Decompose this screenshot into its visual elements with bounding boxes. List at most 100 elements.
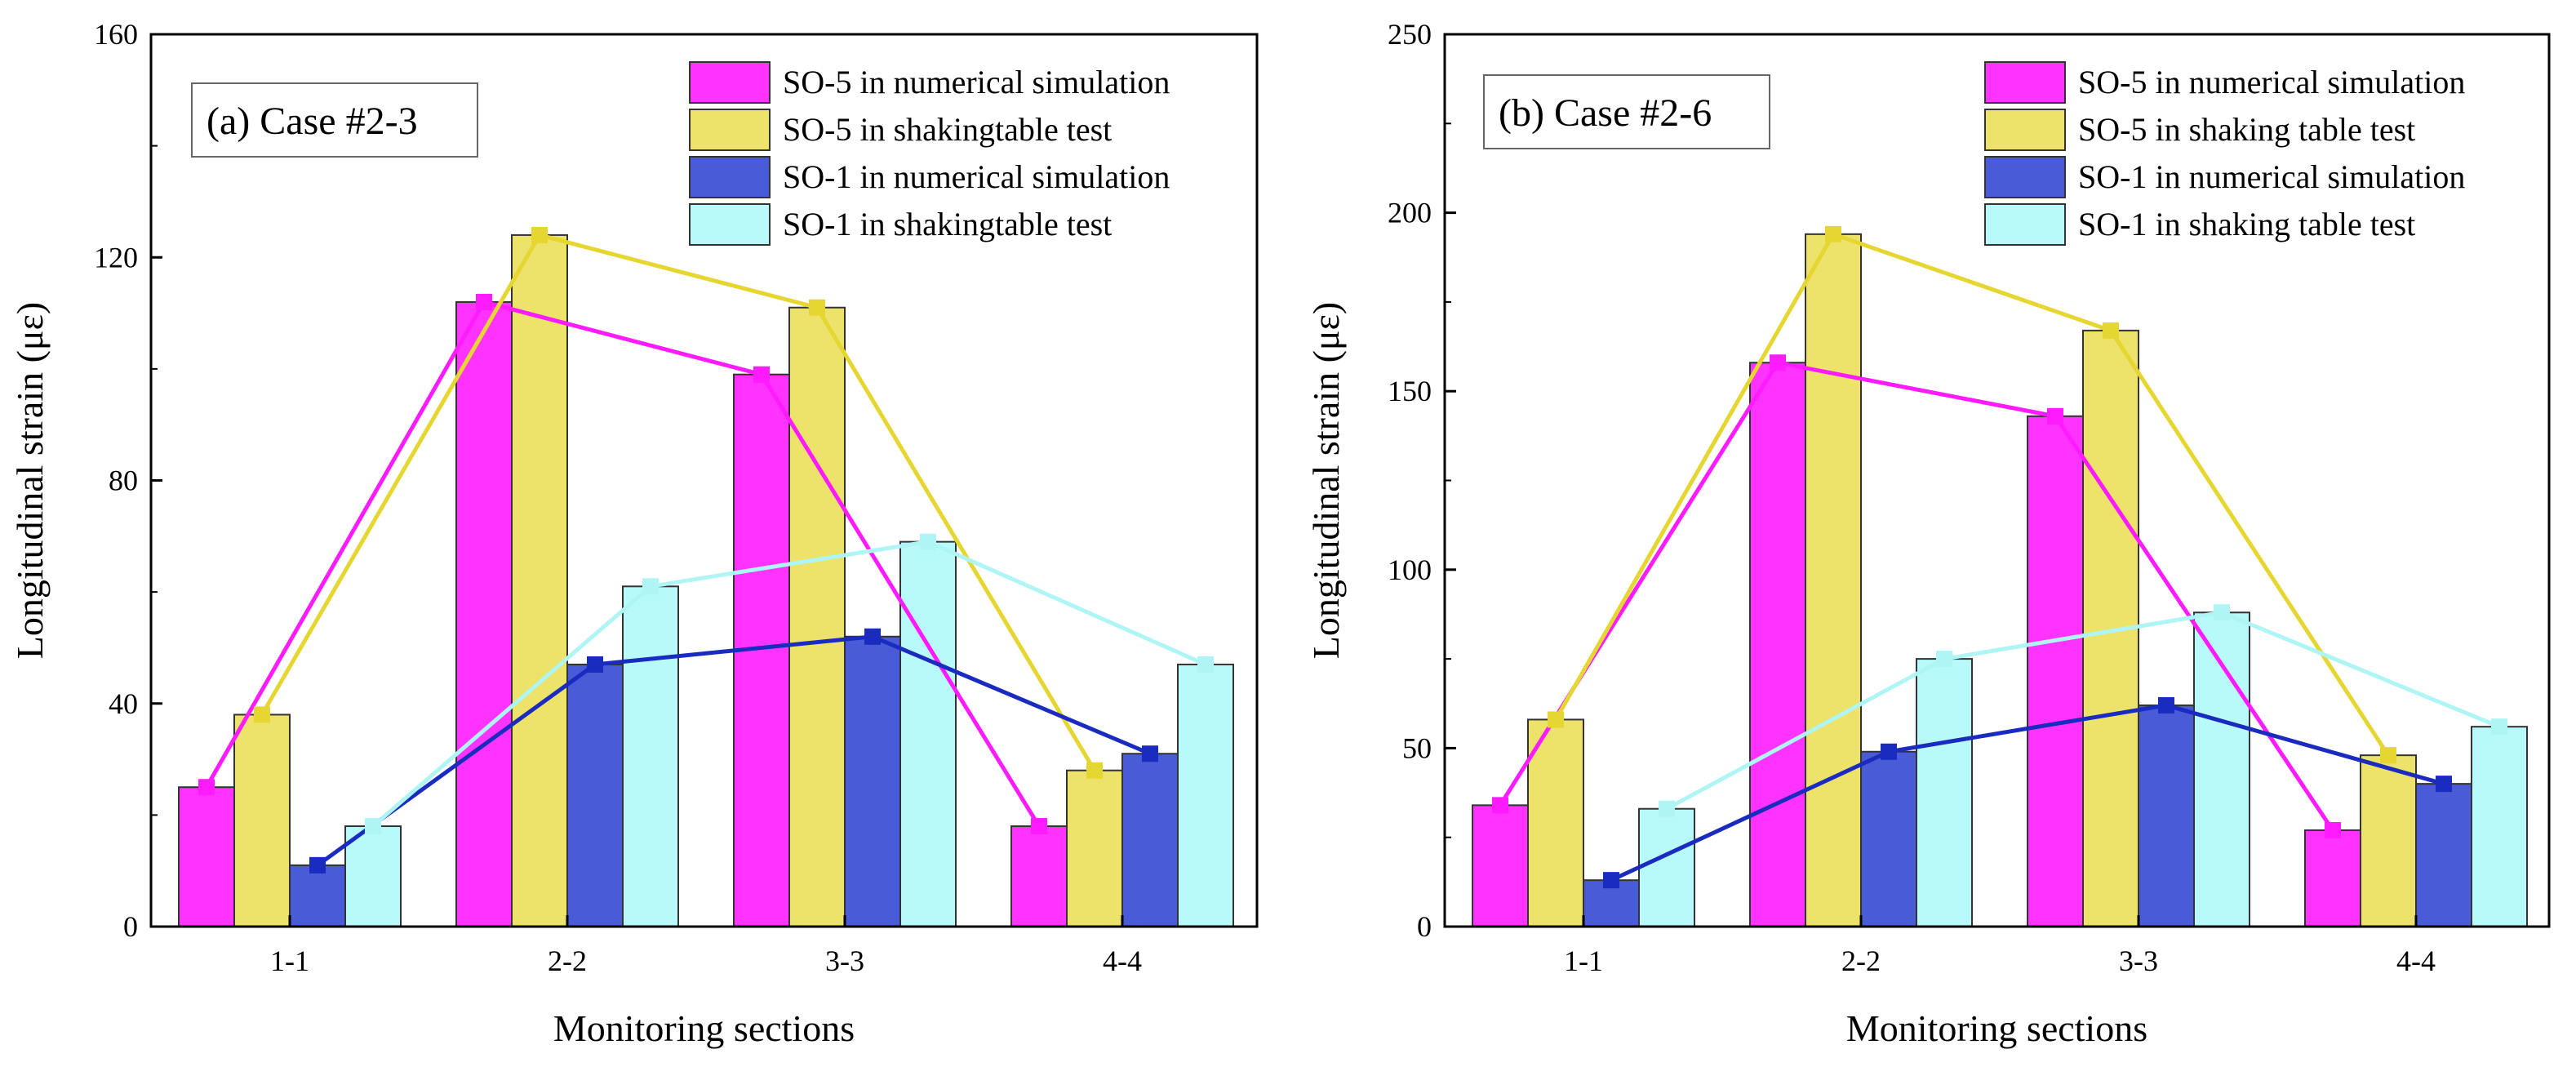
bar-1-2-2 — [1749, 362, 1806, 927]
bar-3-2-2 — [1860, 750, 1917, 927]
legend-swatch-4 — [1984, 203, 2066, 246]
series-marker-1-4-4 — [2325, 821, 2341, 838]
series-marker-4-2-2 — [642, 578, 659, 595]
y-tick-label: 50 — [1402, 731, 1432, 764]
bar-3-1-1 — [289, 864, 346, 927]
series-line-1 — [204, 299, 1042, 828]
legend-swatch-1 — [1984, 61, 2066, 104]
legend-entry-4: SO-1 in shakingtable test — [783, 206, 1112, 242]
x-axis-title: Monitoring sections — [553, 1007, 855, 1049]
bar-3-4-4 — [2415, 783, 2472, 927]
series-marker-3-3-3 — [2158, 696, 2174, 714]
chart-title: (a) Case #2-3 — [207, 100, 418, 143]
bar-1-2-2 — [455, 300, 513, 927]
legend-entry-3: SO-1 in numerical simulation — [2078, 158, 2465, 195]
legend-swatch-2 — [1984, 109, 2066, 151]
bar-1-4-4 — [1010, 825, 1068, 927]
legend-swatch-4 — [689, 203, 771, 246]
y-tick-label: 200 — [1388, 197, 1432, 229]
bar-4-1-1 — [1638, 807, 1695, 927]
series-marker-4-3-3 — [920, 533, 936, 550]
series-marker-3-4-4 — [1142, 745, 1158, 762]
bar-3-3-3 — [844, 635, 901, 928]
series-marker-2-4-4 — [1086, 762, 1103, 779]
series-marker-2-2-2 — [1825, 225, 1841, 242]
series-marker-4-3-3 — [2214, 604, 2230, 621]
y-tick-label: 80 — [109, 465, 138, 497]
chart-panel-b: 0 50 100 150 200 250 1-1 2-2 3-3 4-4 Monitoring se… — [1305, 18, 2551, 1049]
series-marker-3-4-4 — [2436, 776, 2452, 793]
series-line-3 — [1610, 703, 2445, 882]
series-line-1 — [1498, 360, 2335, 832]
series-line-4 — [371, 540, 1207, 828]
bar-1-3-3 — [2027, 415, 2084, 927]
y-tick-label: 100 — [1388, 554, 1432, 586]
series-marker-2-2-2 — [531, 226, 548, 243]
y-axis-title: Longitudinal strain (με) — [1305, 302, 1347, 659]
series-marker-1-4-4 — [1031, 818, 1047, 835]
bar-2-1-1 — [233, 714, 291, 927]
bar-4-4-4 — [1177, 663, 1234, 928]
x-tick-label: 4-4 — [1103, 945, 1142, 977]
series-marker-4-1-1 — [1659, 800, 1675, 817]
x-tick-label: 1-1 — [1564, 945, 1603, 977]
bar-2-3-3 — [788, 306, 846, 927]
series-line-3 — [316, 634, 1151, 867]
series-marker-1-3-3 — [753, 366, 770, 383]
y-axis-title: Longitudinal strain (με) — [9, 302, 51, 659]
x-tick-label: 3-3 — [825, 945, 864, 977]
series-marker-4-4-4 — [2491, 718, 2507, 736]
chart-title: (b) Case #2-6 — [1499, 91, 1712, 135]
x-axis-title: Monitoring sections — [1846, 1007, 2147, 1049]
bar-2-4-4 — [1066, 769, 1123, 927]
y-tick-label: 0 — [1417, 910, 1432, 943]
bar-2-4-4 — [2360, 754, 2417, 927]
y-tick-label: 250 — [1388, 18, 1432, 51]
bar-1-1-1 — [178, 786, 235, 927]
x-tick-label: 2-2 — [548, 945, 587, 977]
y-tick-label: 0 — [123, 910, 138, 943]
series-marker-1-1-1 — [198, 779, 215, 796]
bar-3-2-2 — [566, 663, 624, 928]
series-line-2 — [260, 233, 1097, 772]
series-marker-4-2-2 — [1936, 651, 1952, 668]
x-tick-label: 2-2 — [1841, 945, 1881, 977]
bar-3-4-4 — [1121, 753, 1179, 928]
series-marker-2-3-3 — [809, 299, 825, 316]
x-tick-label: 1-1 — [270, 945, 309, 977]
series-marker-1-2-2 — [476, 293, 492, 310]
legend-entry-1: SO-5 in numerical simulation — [783, 64, 1170, 100]
series-marker-3-1-1 — [1603, 872, 1619, 889]
series-marker-2-1-1 — [254, 706, 270, 723]
legend-entry-3: SO-1 in numerical simulation — [783, 158, 1170, 195]
series-marker-3-2-2 — [587, 656, 603, 673]
series-marker-3-2-2 — [1881, 743, 1897, 760]
series-marker-1-1-1 — [1492, 797, 1508, 814]
bar-4-2-2 — [1916, 658, 1973, 927]
series-line-4 — [1665, 610, 2500, 811]
bar-2-1-1 — [1527, 718, 1584, 928]
bar-2-2-2 — [1805, 233, 1862, 928]
chart-panel-a: 0 40 80 120 160 1-1 2-2 3-3 4-4 Monitoring sectio… — [9, 18, 1259, 1049]
y-tick-label: 150 — [1388, 375, 1432, 407]
bar-4-3-3 — [899, 540, 957, 927]
series-marker-1-2-2 — [1770, 354, 1786, 371]
series-marker-2-3-3 — [2103, 322, 2119, 339]
x-tick-label: 3-3 — [2119, 945, 2158, 977]
series-marker-1-3-3 — [2047, 407, 2063, 425]
series-marker-4-1-1 — [365, 818, 381, 835]
bar-4-1-1 — [344, 825, 402, 927]
series-marker-2-4-4 — [2380, 747, 2396, 764]
case-label-box — [191, 82, 478, 158]
legend-swatch-3 — [689, 156, 771, 198]
y-tick-label: 40 — [109, 687, 138, 720]
bar-4-2-2 — [622, 585, 679, 927]
y-tick-label: 120 — [94, 241, 138, 273]
series-line-2 — [1553, 231, 2391, 757]
bar-1-4-4 — [2304, 829, 2361, 927]
series-marker-4-4-4 — [1197, 656, 1214, 673]
bar-4-3-3 — [2193, 611, 2250, 927]
bar-2-2-2 — [511, 233, 568, 927]
legend-entry-2: SO-5 in shakingtable test — [783, 111, 1112, 148]
